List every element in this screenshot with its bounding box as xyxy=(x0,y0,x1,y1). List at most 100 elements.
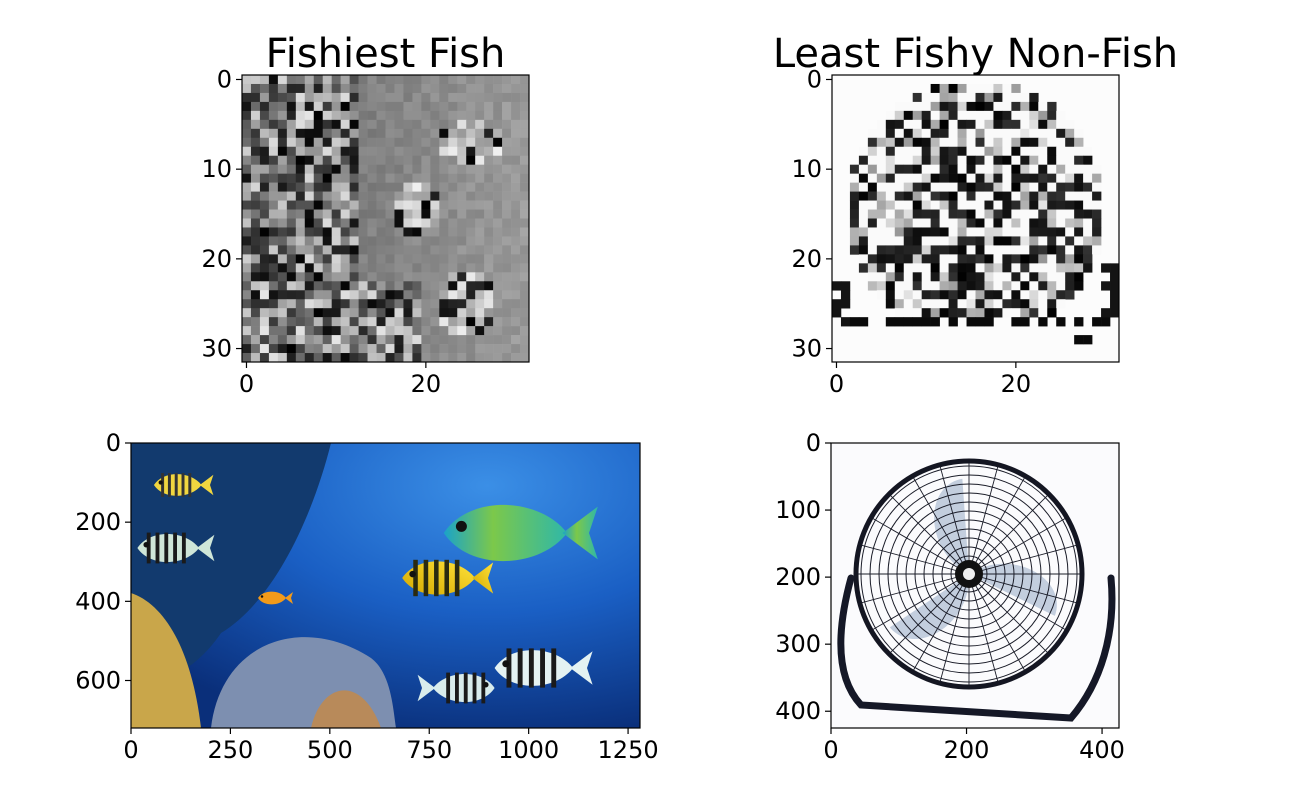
x-tick-label: 20 xyxy=(411,370,442,398)
heatmap-cell xyxy=(1056,281,1066,291)
heatmap-cell xyxy=(466,191,476,201)
heatmap-cell xyxy=(1083,236,1093,246)
heatmap-cell xyxy=(493,281,503,291)
heatmap-cell xyxy=(484,128,494,139)
heatmap-cell xyxy=(858,263,869,273)
heatmap-cell xyxy=(466,101,476,112)
heatmap-cell xyxy=(448,218,458,228)
heatmap-cell xyxy=(277,218,288,228)
heatmap-cell xyxy=(885,236,896,246)
heatmap-cell xyxy=(832,299,842,309)
heatmap-cell xyxy=(394,245,404,255)
heatmap-cell xyxy=(259,155,270,165)
heatmap-cell xyxy=(421,218,431,228)
heatmap-cell xyxy=(520,119,530,130)
heatmap-cell xyxy=(466,344,476,354)
heatmap-cell xyxy=(430,290,440,300)
heatmap-cell xyxy=(493,308,503,318)
heatmap-cell xyxy=(921,272,931,282)
heatmap-cell xyxy=(849,200,860,210)
heatmap-cell xyxy=(475,308,485,318)
heatmap-cell xyxy=(520,164,530,174)
heatmap-cell xyxy=(1074,281,1084,291)
heatmap-cell xyxy=(511,317,521,327)
heatmap-cell xyxy=(867,245,878,255)
heatmap-cell xyxy=(394,326,404,336)
butterflyfish-large xyxy=(402,559,494,597)
heatmap-cell xyxy=(484,218,494,228)
heatmap-cell xyxy=(885,227,896,237)
heatmap-cell xyxy=(1038,146,1048,157)
heatmap-cell xyxy=(358,75,368,85)
heatmap-cell xyxy=(250,272,261,282)
heatmap-cell xyxy=(286,75,297,85)
heatmap-cell xyxy=(832,281,842,291)
heatmap-cell xyxy=(367,83,377,94)
heatmap-cell xyxy=(349,308,359,318)
heatmap-cell xyxy=(430,146,440,157)
heatmap-cell xyxy=(894,299,905,309)
heatmap-cell xyxy=(1029,191,1039,201)
heatmap-cell xyxy=(313,209,324,219)
heatmap-cell xyxy=(493,227,503,237)
heatmap-cell xyxy=(439,218,449,228)
orange-fish xyxy=(258,591,293,605)
heatmap-cell xyxy=(484,146,494,157)
heatmap-cell xyxy=(394,119,404,130)
heatmap-cell xyxy=(493,92,503,103)
heatmap-cell xyxy=(430,236,440,246)
heatmap-cell xyxy=(349,236,359,246)
heatmap-cell xyxy=(930,155,940,165)
heatmap-cell xyxy=(304,236,315,246)
heatmap-cell xyxy=(331,317,341,327)
x-tick-label: 0 xyxy=(123,736,138,764)
heatmap-cell xyxy=(1101,263,1111,273)
heatmap-cell xyxy=(1020,92,1030,103)
heatmap-cell xyxy=(412,272,422,282)
heatmap-cell xyxy=(448,119,458,130)
heatmap-cell xyxy=(957,263,967,273)
heatmap-cell xyxy=(903,227,914,237)
heatmap-cell xyxy=(1020,119,1030,130)
heatmap-cell xyxy=(1065,146,1075,157)
heatmap-cell xyxy=(295,254,306,264)
heatmap-cell xyxy=(322,353,332,363)
heatmap-cell xyxy=(394,308,404,318)
heatmap-cell xyxy=(502,75,512,85)
heatmap-cell xyxy=(520,245,530,255)
heatmap-cell xyxy=(1038,281,1048,291)
coral-brown xyxy=(311,690,381,728)
heatmap-cell xyxy=(1074,128,1084,139)
heatmap-cell xyxy=(268,344,279,354)
heatmap-cell xyxy=(876,245,887,255)
heatmap-cell xyxy=(466,146,476,157)
heatmap-cell xyxy=(975,83,985,94)
heatmap-cell xyxy=(511,290,521,300)
heatmap-cell xyxy=(912,164,922,174)
heatmap-cell xyxy=(313,218,324,228)
y-tick-label: 10 xyxy=(201,155,232,183)
heatmap-cell xyxy=(885,146,896,157)
heatmap-cell xyxy=(340,101,350,112)
heatmap-cell xyxy=(1020,308,1030,318)
heatmap-cell xyxy=(939,173,949,183)
heatmap-cell xyxy=(957,137,967,148)
heatmap-cell xyxy=(984,173,994,183)
heatmap-cell xyxy=(1047,236,1057,246)
heatmap-cell xyxy=(421,236,431,246)
heatmap-cell xyxy=(403,119,413,130)
heatmap-cell xyxy=(930,236,940,246)
heatmap-cell xyxy=(1038,263,1048,273)
heatmap-cell xyxy=(511,263,521,273)
heatmap-cell xyxy=(1002,200,1012,210)
heatmap-cell xyxy=(1065,119,1075,130)
heatmap-cell xyxy=(394,101,404,112)
heatmap-cell xyxy=(295,353,306,363)
heatmap-cell xyxy=(1020,101,1030,112)
heatmap-cell xyxy=(1029,308,1039,318)
heatmap-cell xyxy=(975,137,985,148)
heatmap-cell xyxy=(903,173,914,183)
heatmap-cell xyxy=(1074,191,1084,201)
heatmap-cell xyxy=(331,119,341,130)
heatmap-cell xyxy=(867,164,878,174)
